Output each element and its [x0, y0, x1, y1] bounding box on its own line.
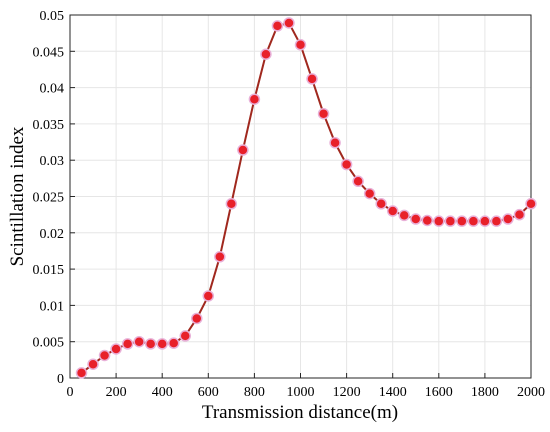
data-point — [502, 213, 514, 225]
data-point — [167, 337, 180, 349]
y-tick-label: 0.03 — [40, 154, 65, 169]
y-tick-label: 0 — [57, 372, 64, 387]
data-point — [75, 367, 88, 379]
y-tick-label: 0.01 — [40, 299, 65, 314]
data-point — [317, 107, 330, 120]
data-point — [202, 290, 215, 302]
data-point — [225, 198, 238, 210]
data-point — [513, 208, 526, 221]
x-tick-label: 1000 — [287, 385, 315, 400]
data-point — [433, 215, 445, 227]
x-tick-label: 1200 — [333, 385, 361, 400]
data-point — [375, 198, 387, 210]
data-point — [386, 205, 399, 217]
data-point — [421, 214, 434, 227]
y-tick-label: 0.035 — [33, 118, 65, 133]
data-point — [444, 215, 457, 227]
data-point — [260, 48, 272, 60]
x-tick-label: 800 — [244, 385, 265, 400]
y-axis-title: Scintillation index — [7, 126, 28, 266]
y-tick-label: 0.05 — [40, 9, 65, 24]
data-point — [340, 158, 353, 171]
data-point — [467, 215, 480, 227]
data-point — [133, 335, 145, 348]
x-tick-label: 200 — [106, 385, 127, 400]
data-point — [363, 187, 376, 200]
data-point — [156, 338, 168, 350]
data-point — [237, 144, 249, 156]
grid — [70, 15, 531, 378]
data-point — [144, 338, 157, 350]
data-point — [490, 215, 503, 227]
data-point — [479, 215, 491, 227]
data-point — [179, 330, 191, 342]
data-point — [98, 349, 111, 362]
y-tick-label: 0.02 — [40, 227, 65, 242]
data-point — [456, 215, 468, 227]
series-markers — [75, 17, 537, 379]
x-tick-label: 0 — [67, 385, 74, 400]
data-point — [398, 209, 410, 222]
data-point — [294, 39, 307, 51]
x-tick-label: 2000 — [517, 385, 545, 400]
data-point — [410, 213, 422, 225]
y-tick-label: 0.015 — [33, 263, 65, 278]
y-axis-ticks: 0 0.005 0.01 0.015 0.02 0.025 0.03 0.035 0.04 0.0… — [33, 9, 75, 387]
x-tick-label: 600 — [198, 385, 219, 400]
x-tick-label: 1600 — [425, 385, 453, 400]
data-point — [214, 251, 226, 263]
data-point — [121, 338, 134, 350]
data-point — [248, 93, 261, 105]
x-axis-title: Transmission distance(m) — [202, 402, 398, 423]
data-point — [110, 343, 122, 355]
data-point — [306, 73, 318, 85]
data-point — [329, 137, 341, 149]
data-point — [87, 358, 99, 370]
data-point — [525, 198, 537, 210]
y-tick-label: 0.025 — [33, 191, 65, 206]
series-line — [80, 21, 532, 374]
y-tick-label: 0.045 — [33, 45, 65, 60]
x-axis-ticks: 0 200 400 600 800 1000 1200 1400 1600 1800 2000 — [67, 373, 545, 400]
data-point — [283, 17, 295, 29]
data-point — [191, 312, 203, 325]
y-tick-label: 0.005 — [33, 336, 65, 351]
data-point — [352, 175, 364, 188]
data-point — [271, 20, 284, 32]
x-tick-label: 400 — [152, 385, 173, 400]
y-tick-label: 0.04 — [40, 82, 65, 97]
x-tick-label: 1800 — [471, 385, 499, 400]
x-tick-label: 1400 — [379, 385, 407, 400]
